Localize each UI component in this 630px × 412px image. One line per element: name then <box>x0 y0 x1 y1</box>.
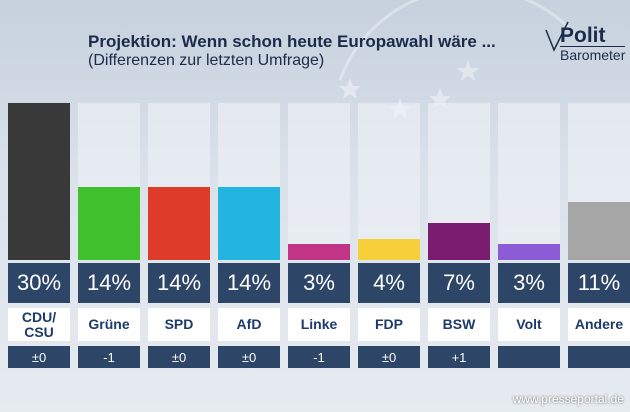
change-label <box>568 346 630 368</box>
bar <box>288 244 350 260</box>
value-label: 14% <box>78 263 140 303</box>
value-label: 4% <box>358 263 420 303</box>
bar <box>358 239 420 260</box>
change-label: ±0 <box>8 346 70 368</box>
change-label: -1 <box>288 346 350 368</box>
category-label: SPD <box>148 308 210 341</box>
value-label: 7% <box>428 263 490 303</box>
change-label <box>498 346 560 368</box>
bar <box>218 186 280 260</box>
bar <box>78 186 140 260</box>
value-label: 30% <box>8 263 70 303</box>
change-label: ±0 <box>358 346 420 368</box>
bar <box>8 103 70 260</box>
change-label: +1 <box>428 346 490 368</box>
change-label: ±0 <box>218 346 280 368</box>
category-label: BSW <box>428 308 490 341</box>
column-panel <box>498 103 560 260</box>
category-label: Linke <box>288 308 350 341</box>
value-label: 14% <box>148 263 210 303</box>
bar <box>428 223 490 260</box>
chart-title: Projektion: Wenn schon heute Europawahl … <box>88 32 496 51</box>
bar <box>148 186 210 260</box>
chart-subtitle: (Differenzen zur letzten Umfrage) <box>88 52 325 69</box>
bar <box>498 244 560 260</box>
brand-logo: Polit <box>560 24 606 47</box>
change-label: -1 <box>78 346 140 368</box>
change-label: ±0 <box>148 346 210 368</box>
value-label: 3% <box>288 263 350 303</box>
category-label: FDP <box>358 308 420 341</box>
column-panel <box>358 103 420 260</box>
brand-logo: Barometer <box>560 46 626 63</box>
category-label: Grüne <box>78 308 140 341</box>
bar <box>568 202 630 260</box>
category-label: CDU/ CSU <box>8 308 70 341</box>
category-label: Andere <box>568 308 630 341</box>
value-label: 11% <box>568 263 630 303</box>
column-panel <box>288 103 350 260</box>
category-label: Volt <box>498 308 560 341</box>
value-label: 14% <box>218 263 280 303</box>
category-label: AfD <box>218 308 280 341</box>
watermark: www.presseportal.de <box>512 392 624 406</box>
value-label: 3% <box>498 263 560 303</box>
